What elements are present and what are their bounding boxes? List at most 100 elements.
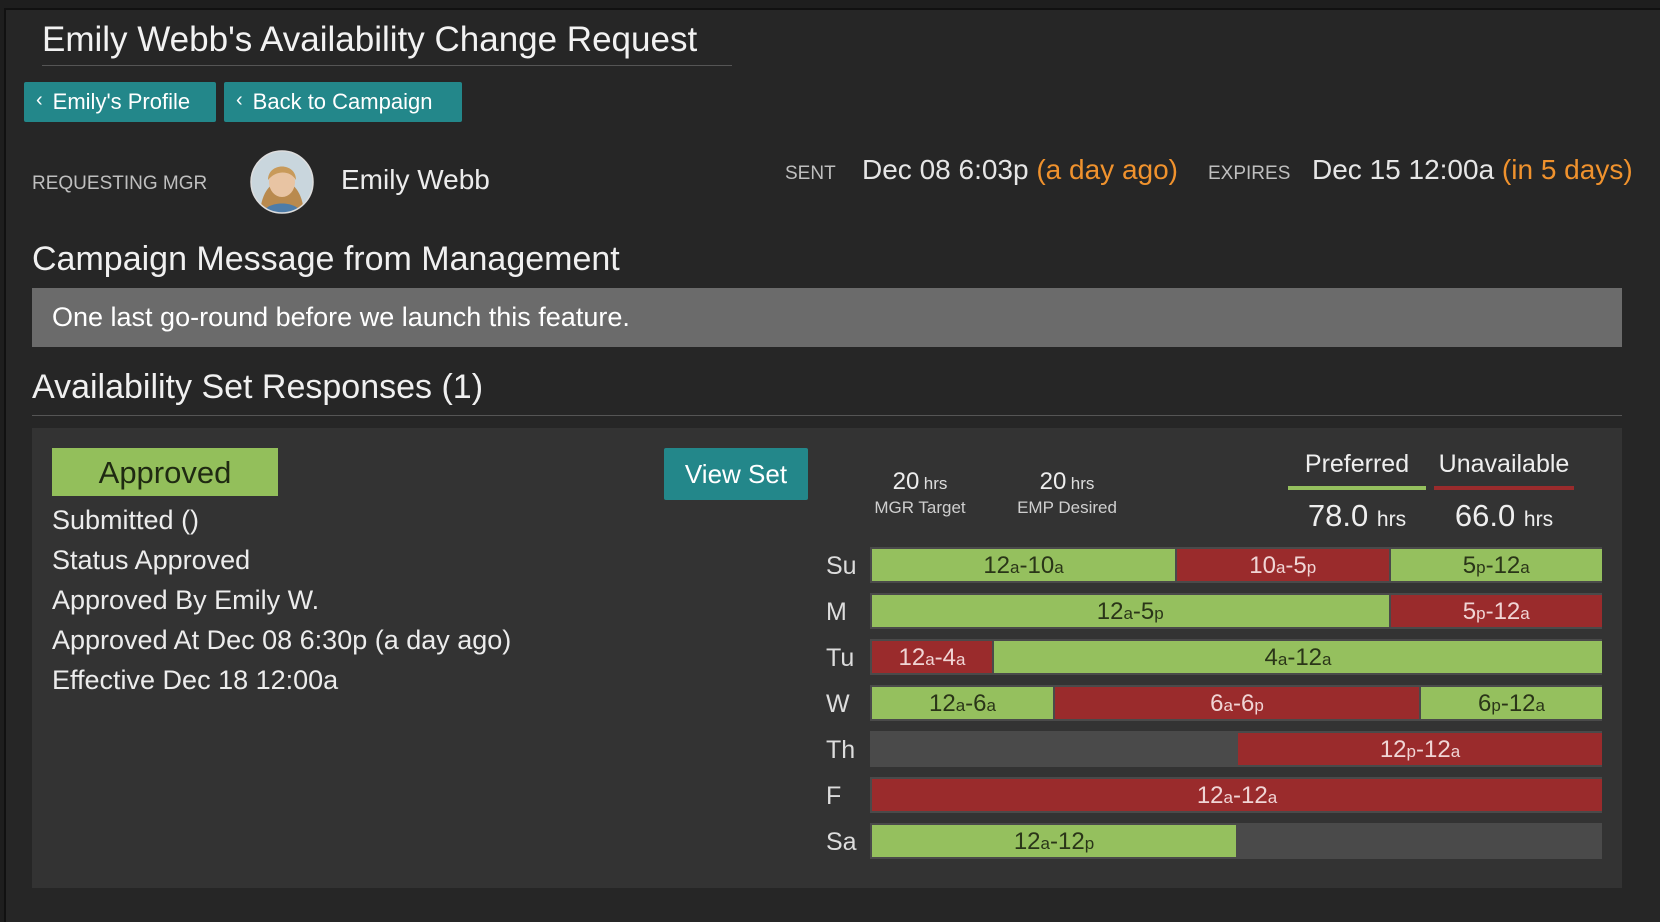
day-label: Tu xyxy=(826,644,855,672)
preferred-segment[interactable]: 5p-12a xyxy=(1390,549,1602,581)
mgr-target-label: MGR Target xyxy=(874,498,966,517)
segment-from-ampm: p xyxy=(1491,696,1501,715)
preferred-segment[interactable]: 12a-10a xyxy=(872,549,1175,581)
chevron-left-icon: ‹ xyxy=(236,89,243,111)
segment-to-ampm: p xyxy=(1306,558,1317,577)
preferred-value: 78.0 xyxy=(1307,498,1369,533)
unavailable-segment[interactable]: 12p-12a xyxy=(1238,733,1602,765)
segment-to: 12 xyxy=(1508,690,1536,717)
chevron-left-icon: ‹ xyxy=(36,89,43,111)
segment-dash: - xyxy=(1485,552,1494,579)
requesting-mgr-label: REQUESTING MGR xyxy=(32,173,208,194)
status-badge: Approved xyxy=(52,448,278,496)
submitted-line: Submitted () xyxy=(52,505,200,535)
effective-line: Effective Dec 18 12:00a xyxy=(52,665,339,695)
segment-to-ampm: a xyxy=(1520,604,1530,623)
unavailable-segment[interactable]: 5p-12a xyxy=(1390,595,1602,627)
segment-from: 6 xyxy=(1210,690,1224,717)
profile-button[interactable]: ‹ Emily's Profile xyxy=(24,82,216,122)
day-label: Su xyxy=(826,552,857,580)
day-label: F xyxy=(826,782,842,810)
segment-dash: - xyxy=(965,690,974,717)
segment-from: 12 xyxy=(983,552,1011,579)
unavailable-hours: 66.0 hrs xyxy=(1434,498,1574,534)
view-set-button[interactable]: View Set xyxy=(664,448,808,500)
segment-from-ampm: p xyxy=(1476,604,1486,623)
segment-to: 12 xyxy=(1058,828,1085,855)
segment-to: 5 xyxy=(1140,598,1155,625)
sent-label: SENT xyxy=(785,163,836,184)
campaign-message-heading: Campaign Message from Management xyxy=(32,240,620,278)
segment-from-ampm: a xyxy=(1275,558,1286,577)
segment-to-ampm: p xyxy=(1254,696,1264,715)
segment-dash: - xyxy=(1132,598,1141,625)
day-track: 12a-10a 10a-5p 5p-12a xyxy=(870,547,1602,583)
segment-from-ampm: a xyxy=(955,696,966,715)
unavailable-value: 66.0 xyxy=(1454,498,1516,533)
responses-heading: Availability Set Responses (1) xyxy=(32,368,484,406)
segment-to-ampm: p xyxy=(1084,834,1095,853)
segment-dash: - xyxy=(934,644,943,671)
segment-to: 10 xyxy=(1027,552,1055,579)
status-line: Status Approved xyxy=(52,545,251,575)
segment-from-ampm: a xyxy=(1010,558,1020,577)
unavailable-total: Unavailable 66.0 hrs xyxy=(1434,450,1574,534)
mgr-target-value: 20 xyxy=(892,468,920,495)
preferred-segment[interactable]: 12a-6a xyxy=(872,687,1053,719)
segment-from-ampm: a xyxy=(925,650,935,669)
section-divider xyxy=(32,415,1622,416)
segment-from-ampm: p xyxy=(1476,558,1486,577)
segment-to: 6 xyxy=(1241,690,1255,717)
approved-by-line: Approved By Emily W. xyxy=(52,585,320,615)
segment-from-ampm: a xyxy=(1040,834,1050,853)
approved-at-line: Approved At Dec 08 6:30p (a day ago) xyxy=(52,625,512,655)
day-track: 12a-4a 4a-12a xyxy=(870,639,1602,675)
sent-relative: (a day ago) xyxy=(1036,154,1178,185)
segment-from-ampm: a xyxy=(1223,696,1233,715)
segment-to-ampm: a xyxy=(986,696,996,715)
segment-dash: - xyxy=(1050,828,1058,855)
preferred-segment[interactable]: 12a-5p xyxy=(872,595,1389,627)
back-to-campaign-button[interactable]: ‹ Back to Campaign xyxy=(224,82,462,122)
segment-from-ampm: a xyxy=(1223,788,1233,807)
segment-to-ampm: a xyxy=(1535,696,1545,715)
preferred-segment[interactable]: 4a-12a xyxy=(994,641,1602,673)
segment-to-ampm: p xyxy=(1154,604,1164,623)
campaign-message-box: One last go-round before we launch this … xyxy=(32,288,1622,347)
segment-to-ampm: a xyxy=(1520,558,1530,577)
segment-dash: - xyxy=(1019,552,1028,579)
segment-from: 12 xyxy=(1379,736,1407,763)
unavailable-segment[interactable]: 12a-12a xyxy=(872,779,1602,811)
page-title: Emily Webb's Availability Change Request xyxy=(42,20,732,66)
day-label: M xyxy=(826,598,847,626)
segment-to: 4 xyxy=(942,644,957,671)
expires-label: EXPIRES xyxy=(1208,163,1291,184)
preferred-label: Preferred xyxy=(1304,450,1410,478)
segment-dash: - xyxy=(1485,598,1494,625)
day-label: Th xyxy=(826,736,856,764)
day-track: 12a-6a 6a-6p 6p-12a xyxy=(870,685,1602,721)
unavailable-label: Unavailable xyxy=(1438,450,1570,478)
unavailable-underline xyxy=(1434,486,1574,490)
preferred-segment[interactable]: 6p-12a xyxy=(1421,687,1602,719)
segment-dash: - xyxy=(1233,690,1241,717)
preferred-segment[interactable]: 12a-12p xyxy=(872,825,1236,857)
segment-to: 12 xyxy=(1493,552,1521,579)
mgr-target-unit: hrs xyxy=(923,474,948,493)
segment-from: 10 xyxy=(1249,552,1276,579)
segment-dash: - xyxy=(1287,644,1296,671)
manager-name: Emily Webb xyxy=(341,164,490,195)
segment-dash: - xyxy=(1416,736,1424,763)
emp-desired-unit: hrs xyxy=(1070,474,1095,493)
preferred-hours: 78.0 hrs xyxy=(1288,498,1426,534)
emp-desired-value: 20 xyxy=(1039,468,1067,495)
day-label: W xyxy=(826,690,850,718)
segment-to: 6 xyxy=(973,690,987,717)
segment-dash: - xyxy=(1500,690,1509,717)
unavailable-segment[interactable]: 10a-5p xyxy=(1177,549,1389,581)
unavailable-segment[interactable]: 12a-4a xyxy=(872,641,992,673)
day-track: 12a-12a xyxy=(870,777,1602,813)
unavailable-segment[interactable]: 6a-6p xyxy=(1055,687,1419,719)
segment-dash: - xyxy=(1233,782,1241,809)
segment-to-ampm: a xyxy=(956,650,966,669)
